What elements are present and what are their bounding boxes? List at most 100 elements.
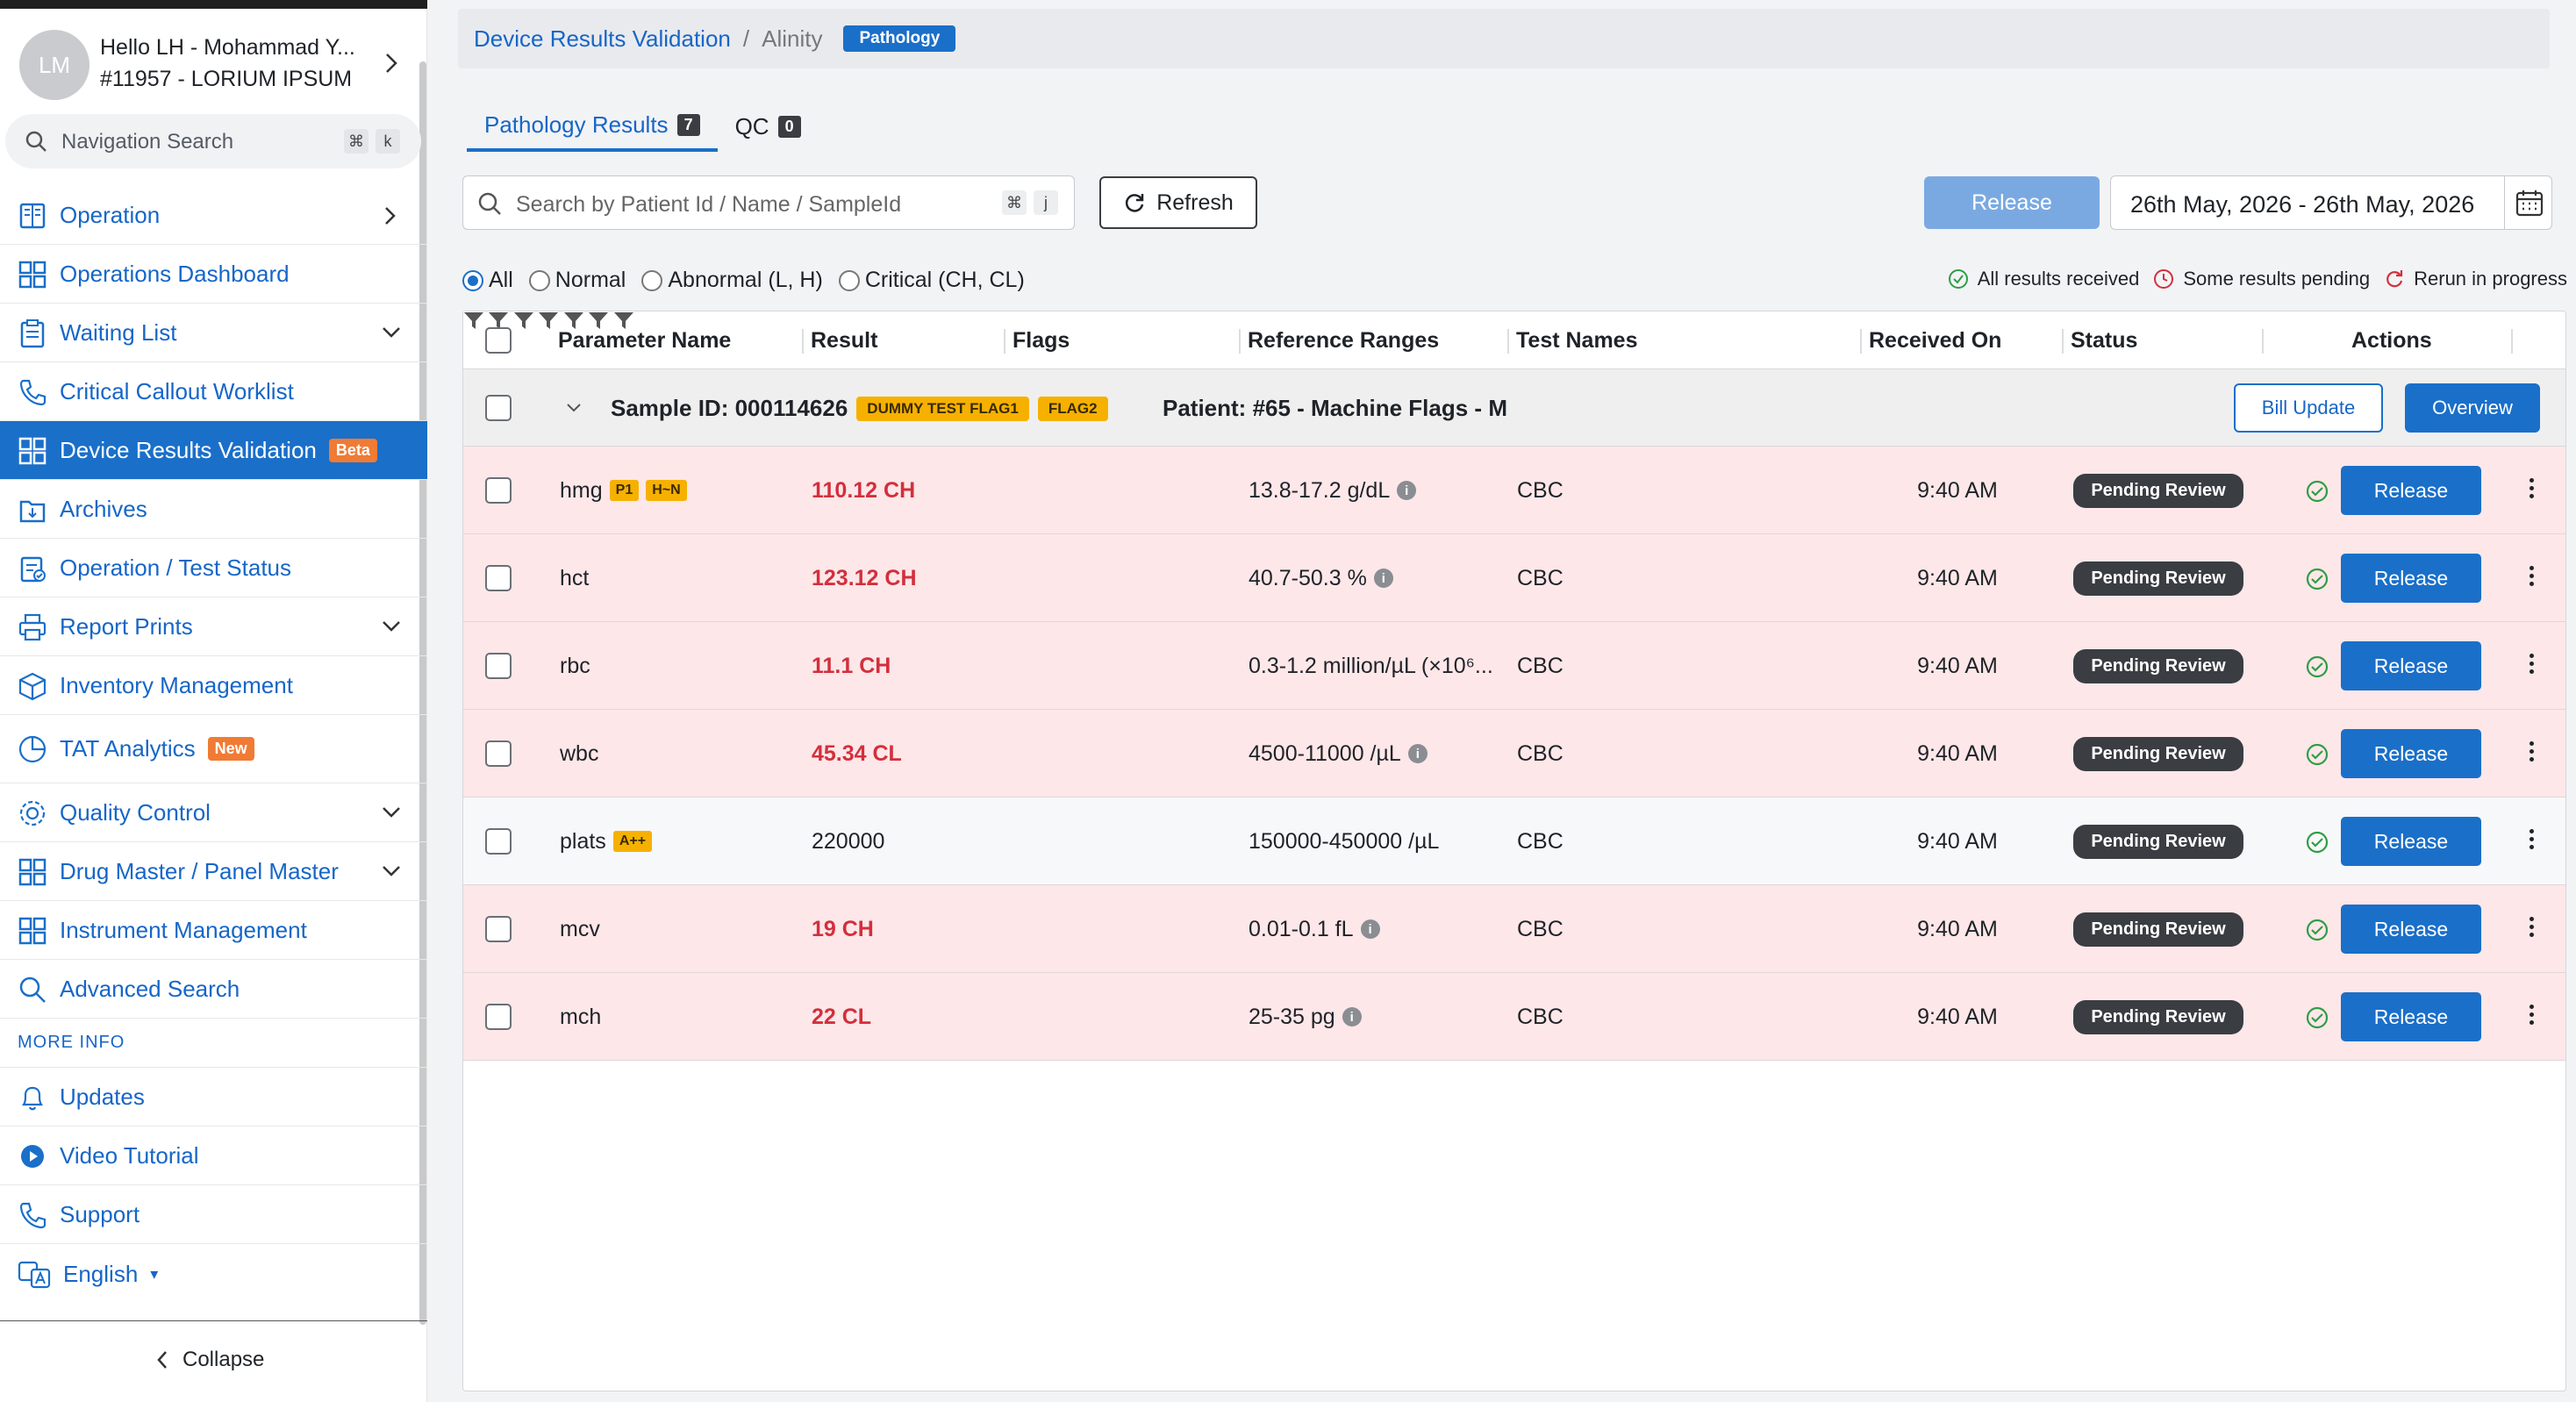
patient-search-input[interactable]: Search by Patient Id / Name / SampleId ⌘… [462,175,1075,230]
row-checkbox[interactable] [485,740,512,767]
sidebar-item-quality-control[interactable]: Quality Control [0,783,427,842]
row-checkbox[interactable] [485,565,512,591]
filter-icon[interactable] [613,311,634,331]
overview-button[interactable]: Overview [2405,383,2540,433]
table-row[interactable]: mcv 19 CH 0.01-0.1 fL i CBC 9:40 AM Pendi… [463,885,2565,973]
column-header-test-names[interactable]: Test Names [1516,311,1638,369]
date-range-picker[interactable]: 26th May, 2026 - 26th May, 2026 [2110,175,2552,230]
release-button[interactable]: Release [2341,817,2481,866]
search-placeholder: Search by Patient Id / Name / SampleId [516,192,902,217]
table-row[interactable]: plats A++ 220000 150000-450000 /µL CBC 9:… [463,798,2565,885]
column-header-reference-ranges[interactable]: Reference Ranges [1248,311,1439,369]
sidebar-item-instrument-management[interactable]: Instrument Management [0,901,427,960]
sidebar-item-advanced-search[interactable]: Advanced Search [0,960,427,1019]
release-button[interactable]: Release [2341,992,2481,1041]
refresh-button[interactable]: Refresh [1099,176,1257,229]
sidebar-item-video-tutorial[interactable]: Video Tutorial [0,1127,427,1185]
filter-abnormal[interactable]: Abnormal (L, H) [641,268,823,293]
received-on-cell: 9:40 AM [1917,653,1998,678]
select-all-checkbox[interactable] [485,327,512,354]
sidebar-item-report-prints[interactable]: Report Prints [0,597,427,656]
collapse-divider [0,1320,427,1321]
group-checkbox[interactable] [485,395,512,421]
sidebar-item-updates[interactable]: Updates [0,1068,427,1127]
column-header-flags[interactable]: Flags [1013,311,1070,369]
more-options-icon[interactable] [2529,1005,2537,1025]
sidebar-item-device-results-validation[interactable]: Device Results Validation Beta [0,421,427,480]
filter-icon[interactable] [513,311,534,331]
row-checkbox[interactable] [485,653,512,679]
sidebar-item-critical-callout-worklist[interactable]: Critical Callout Worklist [0,362,427,421]
reference-range-cell: 0.01-0.1 fL i [1249,885,1380,973]
sidebar-item-support[interactable]: Support [0,1185,427,1244]
sidebar-item-operations-dashboard[interactable]: Operations Dashboard [0,245,427,304]
bill-update-button[interactable]: Bill Update [2234,383,2383,433]
calendar-icon[interactable] [2504,176,2553,229]
radio-unselected [838,269,860,291]
sidebar-item-drug-master-panel-master[interactable]: Drug Master / Panel Master [0,842,427,901]
book-icon [19,203,46,229]
info-icon[interactable]: i [1360,919,1380,939]
chevron-down-icon[interactable] [565,401,583,415]
more-options-icon[interactable] [2529,741,2537,762]
info-icon[interactable]: i [1373,569,1393,588]
filter-icon[interactable] [563,311,584,331]
info-icon[interactable]: i [1397,481,1417,500]
column-header-status[interactable]: Status [2071,311,2137,369]
avatar: LM [19,30,89,100]
table-row[interactable]: hmg P1 H~N 110.12 CH 13.8-17.2 g/dL i CBC 9… [463,447,2565,534]
more-options-icon[interactable] [2529,566,2537,586]
column-label: Actions [2351,327,2432,353]
filter-icon[interactable] [588,311,609,331]
sidebar-item-archives[interactable]: Archives [0,480,427,539]
received-on-cell: 9:40 AM [1917,1004,1998,1029]
sidebar-item-operation-test-status[interactable]: Operation / Test Status [0,539,427,597]
filter-icon[interactable] [538,311,559,331]
more-options-icon[interactable] [2529,829,2537,849]
filter-all[interactable]: All [462,268,513,293]
filter-icon[interactable] [488,311,509,331]
tab-pathology-results[interactable]: Pathology Results 7 [467,101,718,152]
filter-normal[interactable]: Normal [528,268,626,293]
user-card[interactable]: LM Hello LH - Mohammad Y... #11957 - LOR… [0,9,427,109]
language-selector[interactable]: English ▾ [18,1259,158,1289]
release-button[interactable]: Release [2341,641,2481,690]
column-header-received-on[interactable]: Received On [1869,311,2001,369]
row-checkbox[interactable] [485,477,512,504]
row-checkbox[interactable] [485,916,512,942]
info-icon[interactable]: i [1407,744,1428,763]
sidebar-item-operation[interactable]: Operation [0,186,427,245]
collapse-button[interactable]: Collapse [156,1348,264,1372]
release-button[interactable]: Release [2341,466,2481,515]
row-checkbox[interactable] [485,828,512,855]
row-checkbox[interactable] [485,1004,512,1030]
info-icon[interactable]: i [1342,1007,1362,1026]
filter-icon[interactable] [463,311,484,331]
column-header-result[interactable]: Result [811,311,877,369]
navigation-search[interactable]: Navigation Search ⌘ k [5,114,421,168]
column-header-parameter[interactable]: Parameter Name [558,311,731,369]
table-row[interactable]: rbc 11.1 CH 0.3-1.2 million/µL (×10⁶... … [463,622,2565,710]
sidebar-item-label: Video Tutorial [60,1141,199,1169]
release-button[interactable]: Release [2341,905,2481,954]
sample-group-row[interactable]: Sample ID: 000114626 DUMMY TEST FLAG1 FL… [463,369,2565,447]
more-options-icon[interactable] [2529,917,2537,937]
breadcrumb-link[interactable]: Device Results Validation [474,25,731,52]
table-row[interactable]: mch 22 CL 25-35 pg i CBC 9:40 AM Pending … [463,973,2565,1061]
sidebar-scrollbar[interactable] [419,61,426,1325]
release-button[interactable]: Release [2341,729,2481,778]
filter-critical[interactable]: Critical (CH, CL) [838,268,1025,293]
release-button[interactable]: Release [2341,554,2481,603]
result-cell: 220000 [812,828,885,854]
sidebar-item-tat-analytics[interactable]: TAT Analytics New [0,715,427,783]
grid-icon [18,917,47,945]
tab-qc[interactable]: QC 0 [718,101,819,152]
sidebar-item-waiting-list[interactable]: Waiting List [0,304,427,362]
sidebar-item-inventory-management[interactable]: Inventory Management [0,656,427,715]
table-row[interactable]: wbc 45.34 CL 4500-11000 /µL i CBC 9:40 AM… [463,710,2565,798]
more-options-icon[interactable] [2529,478,2537,498]
bulk-release-button[interactable]: Release [1924,176,2100,229]
more-options-icon[interactable] [2529,654,2537,674]
table-row[interactable]: hct 123.12 CH 40.7-50.3 % i CBC 9:40 AM P… [463,534,2565,622]
reference-range-value: 4500-11000 /µL [1249,740,1401,766]
